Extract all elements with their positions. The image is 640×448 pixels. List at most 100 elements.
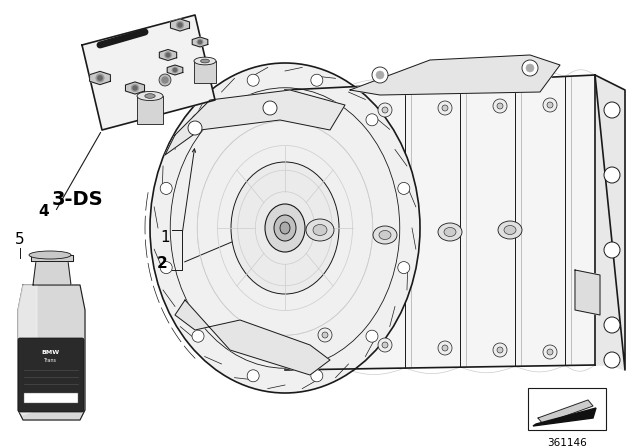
- Ellipse shape: [150, 63, 420, 393]
- Bar: [24, 393, 78, 403]
- Circle shape: [178, 23, 182, 27]
- Circle shape: [438, 101, 452, 115]
- Ellipse shape: [231, 162, 339, 294]
- Polygon shape: [165, 90, 345, 155]
- Circle shape: [160, 262, 172, 274]
- Circle shape: [398, 262, 410, 274]
- Bar: [528, 388, 606, 430]
- Ellipse shape: [194, 57, 216, 65]
- Bar: [194, 61, 216, 83]
- Polygon shape: [538, 400, 593, 424]
- Ellipse shape: [373, 226, 397, 244]
- Polygon shape: [90, 71, 110, 85]
- Circle shape: [197, 39, 203, 45]
- Circle shape: [493, 99, 507, 113]
- Ellipse shape: [200, 59, 209, 63]
- Circle shape: [372, 67, 388, 83]
- Circle shape: [96, 74, 104, 82]
- Circle shape: [526, 64, 534, 72]
- Text: 4: 4: [38, 204, 49, 220]
- Polygon shape: [350, 55, 560, 95]
- Polygon shape: [285, 75, 595, 370]
- Circle shape: [176, 21, 184, 29]
- Circle shape: [164, 52, 172, 59]
- Polygon shape: [167, 65, 183, 75]
- Ellipse shape: [444, 228, 456, 237]
- Polygon shape: [159, 49, 177, 60]
- Circle shape: [263, 101, 277, 115]
- Ellipse shape: [137, 91, 163, 100]
- Circle shape: [162, 77, 168, 83]
- Ellipse shape: [274, 215, 296, 241]
- Circle shape: [192, 114, 204, 126]
- Polygon shape: [31, 255, 73, 261]
- Circle shape: [543, 345, 557, 359]
- Circle shape: [382, 342, 388, 348]
- Circle shape: [604, 242, 620, 258]
- Ellipse shape: [498, 221, 522, 239]
- Text: 1: 1: [160, 231, 170, 246]
- Circle shape: [172, 67, 178, 73]
- Text: 3-DS: 3-DS: [52, 190, 104, 209]
- Circle shape: [247, 370, 259, 382]
- Ellipse shape: [313, 224, 327, 236]
- Ellipse shape: [306, 219, 334, 241]
- Circle shape: [98, 76, 102, 80]
- Circle shape: [366, 330, 378, 342]
- Circle shape: [497, 347, 503, 353]
- Polygon shape: [175, 300, 330, 375]
- Circle shape: [493, 343, 507, 357]
- Circle shape: [318, 108, 332, 122]
- Circle shape: [442, 345, 448, 351]
- Circle shape: [166, 53, 170, 57]
- Circle shape: [131, 84, 139, 92]
- Circle shape: [173, 69, 177, 72]
- Circle shape: [159, 74, 171, 86]
- Circle shape: [366, 114, 378, 126]
- Ellipse shape: [379, 231, 391, 240]
- Polygon shape: [170, 19, 189, 31]
- Circle shape: [318, 328, 332, 342]
- Ellipse shape: [280, 222, 290, 234]
- Polygon shape: [192, 37, 208, 47]
- Circle shape: [378, 103, 392, 117]
- Circle shape: [322, 112, 328, 118]
- Circle shape: [398, 182, 410, 194]
- Circle shape: [376, 71, 384, 79]
- Ellipse shape: [438, 223, 462, 241]
- Polygon shape: [18, 285, 85, 420]
- Polygon shape: [125, 82, 145, 94]
- Circle shape: [543, 98, 557, 112]
- Circle shape: [604, 102, 620, 118]
- Circle shape: [547, 102, 553, 108]
- Ellipse shape: [145, 94, 155, 98]
- Circle shape: [378, 338, 392, 352]
- Circle shape: [438, 341, 452, 355]
- Circle shape: [188, 121, 202, 135]
- Circle shape: [160, 182, 172, 194]
- Polygon shape: [533, 408, 596, 426]
- Circle shape: [133, 86, 137, 90]
- Circle shape: [311, 74, 323, 86]
- Ellipse shape: [504, 225, 516, 234]
- Text: Trans: Trans: [44, 358, 56, 362]
- Text: 2: 2: [157, 255, 168, 271]
- Polygon shape: [18, 285, 37, 415]
- Circle shape: [247, 74, 259, 86]
- Circle shape: [442, 105, 448, 111]
- Circle shape: [382, 107, 388, 113]
- Polygon shape: [82, 15, 215, 130]
- Bar: [137, 96, 163, 124]
- Polygon shape: [33, 261, 71, 285]
- Text: 5: 5: [15, 233, 25, 247]
- Text: 361146: 361146: [547, 438, 587, 448]
- Ellipse shape: [265, 204, 305, 252]
- Circle shape: [522, 60, 538, 76]
- Circle shape: [192, 330, 204, 342]
- Circle shape: [198, 40, 202, 43]
- Polygon shape: [575, 270, 600, 315]
- Polygon shape: [595, 75, 625, 370]
- Circle shape: [547, 349, 553, 355]
- Text: BMW: BMW: [41, 349, 59, 354]
- Circle shape: [604, 317, 620, 333]
